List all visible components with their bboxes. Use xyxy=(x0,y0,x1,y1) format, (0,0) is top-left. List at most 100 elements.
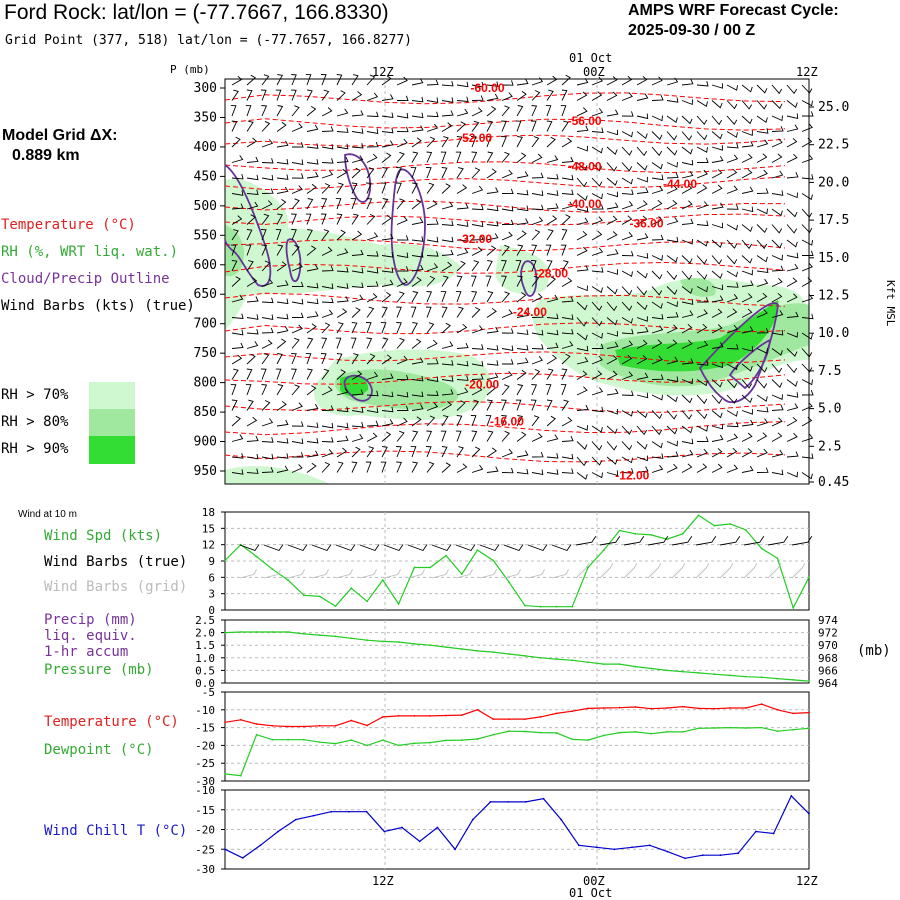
wind-barb-255 xyxy=(546,173,559,180)
wind-barb-1003 xyxy=(651,464,664,473)
wind-barb-507 xyxy=(231,276,241,287)
temp-panel-s1-point-37 xyxy=(808,727,810,730)
sfc-barb-grid-10 xyxy=(479,569,497,579)
wind-barb-978 xyxy=(276,465,289,473)
wind-barb-809 xyxy=(666,394,678,403)
wind-panel-s0-point-25 xyxy=(618,529,621,532)
wind-barb-777 xyxy=(771,379,783,388)
temp-panel-s0-point-5 xyxy=(303,725,305,728)
wind-barb-943 xyxy=(336,447,348,458)
wind-barb-150 xyxy=(726,131,738,138)
precip-panel-ylabel-3: 1.5 xyxy=(195,639,215,652)
wind-barb-799 xyxy=(516,384,524,396)
wind-barb-808 xyxy=(651,394,663,401)
wind-barb-646 xyxy=(561,328,574,335)
wind-barb-631 xyxy=(336,322,344,334)
wind-barb-290 xyxy=(486,187,499,194)
wind-barb-417 xyxy=(636,233,649,241)
time-series-panels: 0 3 6 9 12 15 18 0.00.51.01.52.02.5 974972970968… xyxy=(195,506,838,876)
wind-barb-714 xyxy=(411,357,424,365)
wind-barb-280 xyxy=(336,182,344,194)
temp-panel-s1-point-18 xyxy=(508,730,510,733)
sfc-barb-true-0 xyxy=(239,544,260,552)
p-tick-label-11: 850 xyxy=(194,405,217,420)
wind-barb-536 xyxy=(666,286,678,295)
wind-barb-423 xyxy=(726,239,738,249)
rh-key-70-swatch xyxy=(89,382,135,410)
wind-barb-981 xyxy=(321,461,331,473)
temp-panel-s0-point-23 xyxy=(587,707,589,710)
temp-panel-s1-point-14 xyxy=(445,739,447,742)
rh-key-80-label: RH > 80% xyxy=(1,414,69,430)
sfc-barb-grid-4 xyxy=(335,569,353,579)
wind-barb-711 xyxy=(366,353,376,365)
wind-barb-946 xyxy=(381,446,388,458)
wind-barb-651 xyxy=(636,326,649,334)
sfc-barb-grid-1 xyxy=(263,569,281,579)
wind-barb-523 xyxy=(470,275,477,287)
wind-barb-251 xyxy=(486,168,497,179)
wind-barb-386 xyxy=(756,224,768,234)
wind-barb-246 xyxy=(410,167,417,179)
wind-barb-38 xyxy=(801,84,813,94)
wind-barb-1005 xyxy=(681,463,693,473)
wind-barb-304 xyxy=(696,184,708,194)
wind-barb-48 xyxy=(366,92,379,101)
wind-barb-949 xyxy=(425,446,432,458)
precip-panel-s0-point-18 xyxy=(508,653,510,655)
wind-barb-534 xyxy=(636,286,648,296)
rh90-region-1 xyxy=(615,300,779,372)
wind-barb-871 xyxy=(426,415,436,427)
wind-barb-932 xyxy=(756,432,768,442)
wind-barb-923 xyxy=(621,441,633,451)
wind-barb-418 xyxy=(651,234,664,241)
wind-barb-647 xyxy=(576,332,588,341)
wind-barb-403 xyxy=(426,236,439,243)
wind-barb-90 xyxy=(411,112,424,119)
wind-barb-900 xyxy=(276,438,289,444)
pressure-axis-title: P (mb) xyxy=(170,63,210,76)
wind-barb-401 xyxy=(396,235,409,241)
wind-barb-597 xyxy=(410,306,417,318)
wind-barb-410 xyxy=(531,229,541,241)
precip-panel-y2label-2: 970 xyxy=(818,639,838,652)
windchill-panel-s0-point-11 xyxy=(418,840,421,843)
wind-barb-679 xyxy=(471,344,484,350)
wind-barb-604 xyxy=(516,310,529,318)
precip-panel-s0-point-34 xyxy=(760,676,763,679)
kft-tick-label-9: 2.5 xyxy=(818,439,841,454)
precip-panel-s0-point-2 xyxy=(255,631,258,633)
wind-barb-976 xyxy=(246,468,259,474)
wind-barb-818 xyxy=(801,390,814,396)
wind-barb-225 xyxy=(681,159,694,166)
wind-barb-121 xyxy=(291,123,303,132)
wind-barb-389 xyxy=(801,224,813,234)
wind-barb-267 xyxy=(726,168,738,179)
wind-barb-967 xyxy=(696,448,708,458)
windchill-panel-s0-point-28 xyxy=(719,854,722,857)
wind-barb-765 xyxy=(591,370,603,380)
wind-barb-101 xyxy=(576,107,588,117)
temp-panel-s0-point-3 xyxy=(271,724,274,727)
wind-barb-335 xyxy=(576,206,589,212)
precip-panel-s0-point-35 xyxy=(776,677,779,680)
wind-barb-552 xyxy=(321,297,334,304)
wind-barb-514 xyxy=(336,283,349,289)
wind-barb-118 xyxy=(246,120,254,132)
sfc-barb-grid-23 xyxy=(791,562,806,579)
wind-barb-372 xyxy=(546,215,558,225)
wind-barb-805 xyxy=(606,388,619,396)
wind-barb-906 xyxy=(366,432,378,442)
wind-barb-582 xyxy=(771,292,783,303)
wind-barb-464 xyxy=(756,255,768,263)
wind-barb-540 xyxy=(726,282,739,288)
kft-tick-label-5: 12.5 xyxy=(818,289,849,304)
wind-barb-515 xyxy=(351,282,364,289)
wind-panel-s0-point-4 xyxy=(287,579,289,581)
isotherm-8 xyxy=(224,261,786,274)
wind-barb-353 xyxy=(261,213,270,225)
wind-barb-968 xyxy=(711,448,723,458)
isotherm-labels: -60.00 -56.00 -52.00 -48.00 -44.00 -40.00 -36.… xyxy=(458,81,697,483)
wind-barb-187 xyxy=(696,146,708,153)
temp-panel-series-0 xyxy=(224,703,810,728)
